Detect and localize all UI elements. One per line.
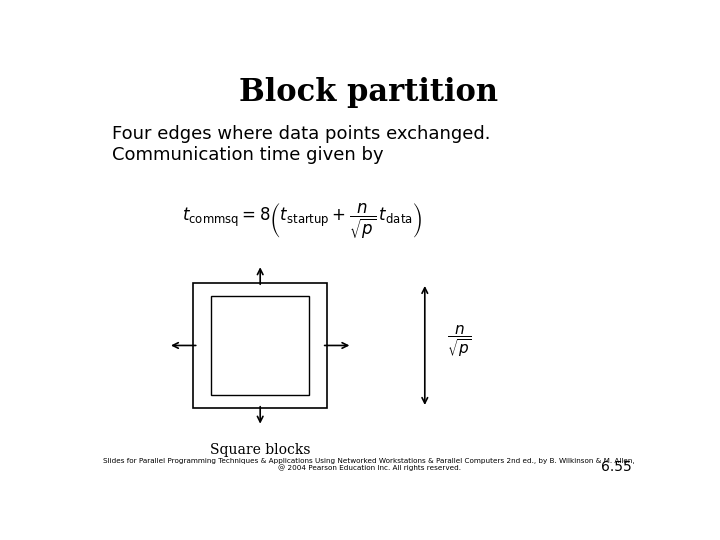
Bar xyxy=(193,283,327,408)
Text: Square blocks: Square blocks xyxy=(210,443,310,457)
Text: Slides for Parallel Programming Techniques & Applications Using Networked Workst: Slides for Parallel Programming Techniqu… xyxy=(103,458,635,464)
Text: Four edges where data points exchanged.
Communication time given by: Four edges where data points exchanged. … xyxy=(112,125,491,164)
Text: 6.55: 6.55 xyxy=(600,461,631,474)
Bar xyxy=(211,296,310,395)
Text: @ 2004 Pearson Education Inc. All rights reserved.: @ 2004 Pearson Education Inc. All rights… xyxy=(277,464,461,471)
Text: $t_{\mathrm{commsq}} = 8\left(t_{\mathrm{startup}} + \dfrac{n}{\sqrt{p}}\,t_{\ma: $t_{\mathrm{commsq}} = 8\left(t_{\mathrm… xyxy=(182,202,422,241)
Text: Block partition: Block partition xyxy=(240,77,498,109)
Text: $\dfrac{n}{\sqrt{p}}$: $\dfrac{n}{\sqrt{p}}$ xyxy=(447,323,472,359)
